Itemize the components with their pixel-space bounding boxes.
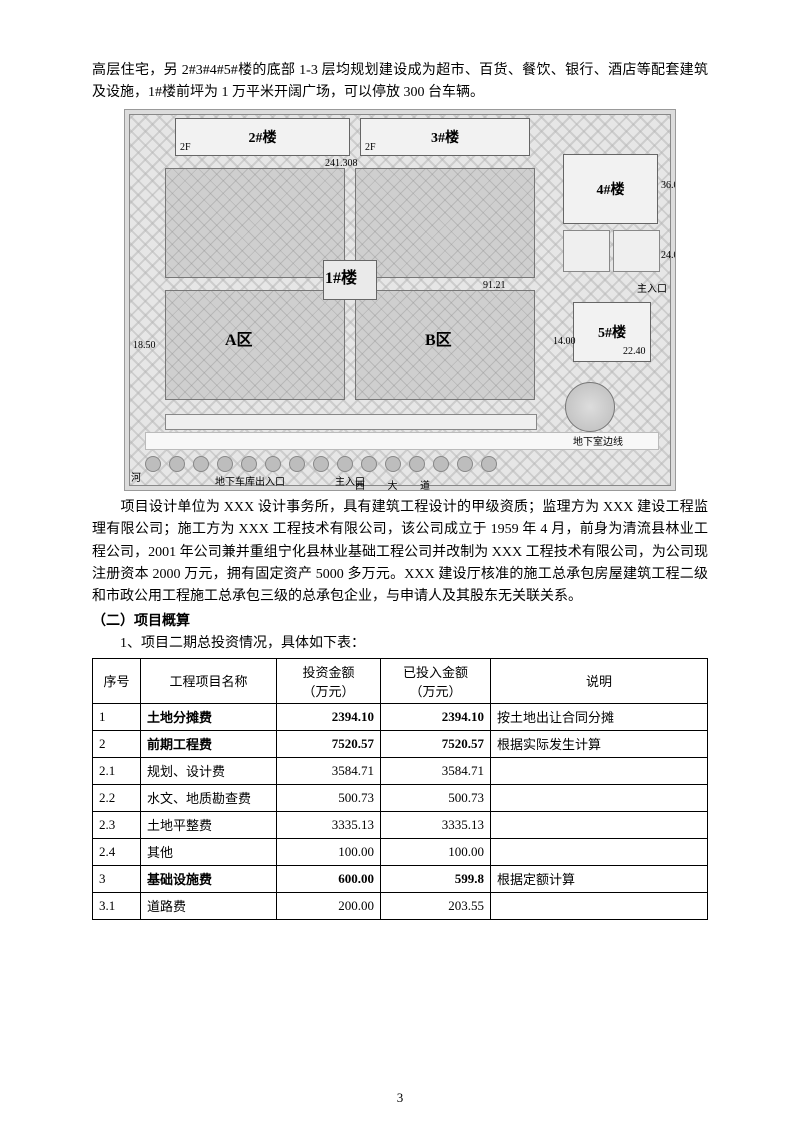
table-cell: 7520.57 bbox=[277, 730, 381, 757]
dim-36: 36.00 bbox=[661, 180, 676, 191]
th-seq: 序号 bbox=[93, 658, 141, 703]
aux-box-2 bbox=[613, 230, 660, 272]
table-cell: 3 bbox=[93, 865, 141, 892]
table-row: 1土地分摊费2394.102394.10按土地出让合同分摊 bbox=[93, 703, 708, 730]
table-cell: 7520.57 bbox=[381, 730, 491, 757]
building-1-label: 1#楼 bbox=[325, 264, 357, 288]
aux-box-1 bbox=[563, 230, 610, 272]
table-lead: 1、项目二期总投资情况，具体如下表： bbox=[92, 633, 708, 655]
table-cell: 2394.10 bbox=[277, 703, 381, 730]
table-row: 3基础设施费600.00599.8根据定额计算 bbox=[93, 865, 708, 892]
glass-ne bbox=[355, 168, 535, 278]
building-4-label: 4#楼 bbox=[597, 179, 625, 199]
table-cell: 600.00 bbox=[277, 865, 381, 892]
table-cell: 2.1 bbox=[93, 757, 141, 784]
table-cell bbox=[491, 784, 708, 811]
table-cell bbox=[491, 838, 708, 865]
shop-strip bbox=[165, 414, 537, 430]
table-cell: 水文、地质勘查费 bbox=[141, 784, 277, 811]
page-number: 3 bbox=[0, 1090, 800, 1106]
table-cell: 按土地出让合同分摊 bbox=[491, 703, 708, 730]
dim-22-40: 22.40 bbox=[623, 346, 646, 357]
table-cell: 3335.13 bbox=[381, 811, 491, 838]
table-cell bbox=[491, 757, 708, 784]
table-cell: 3.1 bbox=[93, 892, 141, 919]
building-2-label: 2#楼 bbox=[249, 127, 277, 147]
budget-table: 序号 工程项目名称 投资金额 （万元） 已投入金额 （万元） 说明 1土地分摊费… bbox=[92, 658, 708, 920]
table-cell: 其他 bbox=[141, 838, 277, 865]
table-row: 2.1规划、设计费3584.713584.71 bbox=[93, 757, 708, 784]
table-cell: 599.8 bbox=[381, 865, 491, 892]
table-cell: 200.00 bbox=[277, 892, 381, 919]
table-cell: 203.55 bbox=[381, 892, 491, 919]
th-invested: 已投入金额 （万元） bbox=[381, 658, 491, 703]
garage-edge-label: 地下室边线 bbox=[573, 433, 623, 448]
dim-24: 24.00 bbox=[661, 250, 676, 261]
table-cell: 前期工程费 bbox=[141, 730, 277, 757]
glass-sw bbox=[165, 290, 345, 400]
road-left-label: 河 bbox=[131, 469, 141, 484]
building-2: 2#楼 bbox=[175, 118, 350, 156]
building-5-label: 5#楼 bbox=[598, 322, 626, 342]
table-cell: 3335.13 bbox=[277, 811, 381, 838]
table-cell bbox=[491, 892, 708, 919]
dim-18-50: 18.50 bbox=[133, 340, 156, 351]
tree-row bbox=[145, 450, 515, 472]
siteplan-figure: 2#楼 3#楼 2F 2F 4#楼 5#楼 22.40 36.00 24.00 … bbox=[124, 109, 676, 491]
table-row: 2.2水文、地质勘查费500.73500.73 bbox=[93, 784, 708, 811]
paragraph-top: 高层住宅，另 2#3#4#5#楼的底部 1-3 层均规划建设成为超市、百货、餐饮… bbox=[92, 60, 708, 105]
th-name: 工程项目名称 bbox=[141, 658, 277, 703]
th-amount: 投资金额 （万元） bbox=[277, 658, 381, 703]
table-cell: 根据定额计算 bbox=[491, 865, 708, 892]
table-cell: 2 bbox=[93, 730, 141, 757]
dim-14: 14.00 bbox=[553, 336, 576, 347]
table-cell: 3584.71 bbox=[381, 757, 491, 784]
dim-241: 241.308 bbox=[325, 158, 358, 169]
table-cell: 1 bbox=[93, 703, 141, 730]
building-4: 4#楼 bbox=[563, 154, 658, 224]
garage-entry-label: 地下车库出入口 bbox=[215, 473, 285, 488]
table-cell: 道路费 bbox=[141, 892, 277, 919]
table-cell: 2.3 bbox=[93, 811, 141, 838]
dim-91-21: 91.21 bbox=[483, 280, 506, 291]
table-header-row: 序号 工程项目名称 投资金额 （万元） 已投入金额 （万元） 说明 bbox=[93, 658, 708, 703]
table-cell: 土地分摊费 bbox=[141, 703, 277, 730]
table-row: 2前期工程费7520.577520.57根据实际发生计算 bbox=[93, 730, 708, 757]
building-3-label: 3#楼 bbox=[431, 127, 459, 147]
table-cell: 3584.71 bbox=[277, 757, 381, 784]
table-cell: 100.00 bbox=[381, 838, 491, 865]
plaza-circle bbox=[565, 382, 615, 432]
dim-floor-2f-b: 2F bbox=[365, 142, 376, 153]
table-row: 3.1道路费200.00203.55 bbox=[93, 892, 708, 919]
zone-b-label: B区 bbox=[425, 326, 452, 350]
table-cell: 根据实际发生计算 bbox=[491, 730, 708, 757]
table-cell: 100.00 bbox=[277, 838, 381, 865]
table-row: 2.3土地平整费3335.133335.13 bbox=[93, 811, 708, 838]
dim-floor-2f-a: 2F bbox=[180, 142, 191, 153]
table-cell: 500.73 bbox=[381, 784, 491, 811]
th-note: 说明 bbox=[491, 658, 708, 703]
glass-nw bbox=[165, 168, 345, 278]
gate-side-label: 主入口 bbox=[637, 280, 667, 295]
table-cell: 基础设施费 bbox=[141, 865, 277, 892]
table-cell bbox=[491, 811, 708, 838]
table-cell: 2394.10 bbox=[381, 703, 491, 730]
table-cell: 土地平整费 bbox=[141, 811, 277, 838]
table-cell: 500.73 bbox=[277, 784, 381, 811]
page: 高层住宅，另 2#3#4#5#楼的底部 1-3 层均规划建设成为超市、百货、餐饮… bbox=[0, 0, 800, 1132]
paragraph-mid: 项目设计单位为 XXX 设计事务所，具有建筑工程设计的甲级资质；监理方为 XXX… bbox=[92, 497, 708, 609]
road-bottom-label: 西 大 道 bbox=[355, 477, 440, 491]
table-cell: 2.2 bbox=[93, 784, 141, 811]
table-row: 2.4其他100.00100.00 bbox=[93, 838, 708, 865]
heading-budget: （二）项目概算 bbox=[92, 611, 708, 633]
zone-a-label: A区 bbox=[225, 326, 253, 350]
table-cell: 规划、设计费 bbox=[141, 757, 277, 784]
building-3: 3#楼 bbox=[360, 118, 530, 156]
table-cell: 2.4 bbox=[93, 838, 141, 865]
